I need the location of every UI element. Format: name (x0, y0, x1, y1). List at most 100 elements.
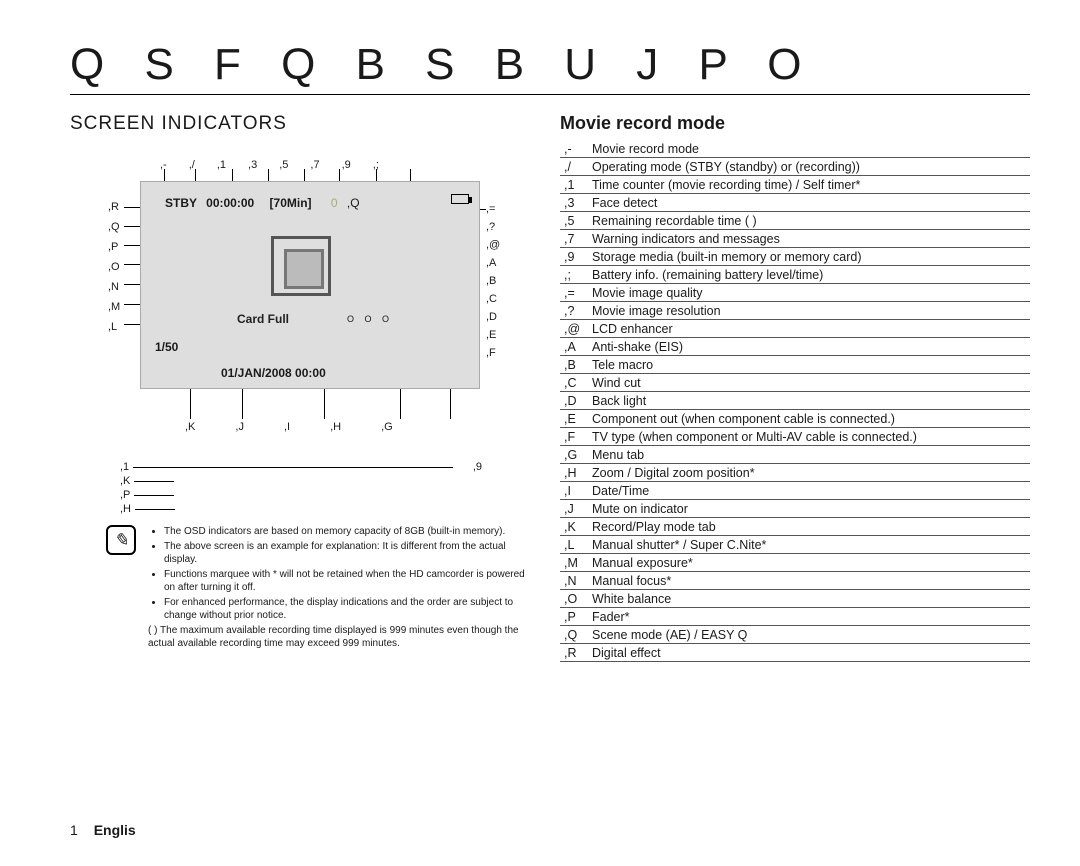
indicator-desc: Date/Time (588, 482, 1030, 500)
indicator-desc: Face detect (588, 194, 1030, 212)
table-row: ,/Operating mode (STBY (standby) or (rec… (560, 158, 1030, 176)
extra-label: ,H (120, 503, 131, 515)
indicator-desc: Manual exposure* (588, 554, 1030, 572)
right-label: ,D (486, 311, 500, 323)
right-label: ,@ (486, 239, 500, 251)
indicator-key: ,9 (560, 248, 588, 266)
mode-heading: Movie record mode (560, 113, 1030, 134)
tick (190, 389, 191, 419)
indicator-key: ,= (560, 284, 588, 302)
tick (450, 389, 451, 419)
indicator-desc: Operating mode (STBY (standby) or (recor… (588, 158, 1030, 176)
table-row: ,-Movie record mode (560, 140, 1030, 158)
table-row: ,AAnti-shake (EIS) (560, 338, 1030, 356)
notes-block: ✎ The OSD indicators are based on memory… (70, 525, 530, 652)
table-row: ,GMenu tab (560, 446, 1030, 464)
top-label: ,5 (279, 159, 288, 171)
indicator-key: ,O (560, 590, 588, 608)
note-icon: ✎ (106, 525, 136, 555)
stby-text: STBY (165, 196, 197, 210)
tick (124, 226, 140, 227)
tick (268, 169, 269, 181)
indicator-key: ,R (560, 644, 588, 662)
indicator-desc: Wind cut (588, 374, 1030, 392)
top-misc: 0 (331, 196, 338, 210)
indicator-key: ,F (560, 428, 588, 446)
bottom-label: ,K (185, 421, 195, 433)
page-title: Q S F Q B S B U J P O (70, 40, 1030, 90)
bottom-label: ,I (284, 421, 290, 433)
table-row: ,FTV type (when component or Multi-AV ca… (560, 428, 1030, 446)
card-full-text: Card Full (237, 312, 289, 326)
left-label: ,P (108, 241, 120, 253)
indicator-desc: Movie image resolution (588, 302, 1030, 320)
left-label: ,R (108, 201, 120, 213)
left-label: ,Q (108, 221, 120, 233)
tick (304, 169, 305, 181)
tick (124, 284, 140, 285)
table-row: ,PFader* (560, 608, 1030, 626)
shutter-text: 1/50 (155, 340, 178, 354)
right-label: ,? (486, 221, 500, 233)
indicator-key: ,N (560, 572, 588, 590)
indicator-key: ,J (560, 500, 588, 518)
indicator-key: ,@ (560, 320, 588, 338)
table-row: ,=Movie image quality (560, 284, 1030, 302)
diagram-top-labels: ,- ,/ ,1 ,3 ,5 ,7 ,9 ,; (160, 159, 480, 171)
tick (124, 324, 140, 325)
indicator-desc: Menu tab (588, 446, 1030, 464)
tick (480, 209, 486, 210)
indicator-desc: Fader* (588, 608, 1030, 626)
indicator-key: ,D (560, 392, 588, 410)
indicator-desc: Component out (when component cable is c… (588, 410, 1030, 428)
table-row: ,EComponent out (when component cable is… (560, 410, 1030, 428)
page-language: Englis (94, 822, 136, 838)
note-item: ( ) The maximum available recording time… (148, 624, 530, 650)
table-row: ,HZoom / Digital zoom position* (560, 464, 1030, 482)
tick (339, 169, 340, 181)
table-row: ,MManual exposure* (560, 554, 1030, 572)
diagram-left-labels: ,R ,Q ,P ,O ,N ,M ,L (108, 201, 120, 333)
table-row: ,7Warning indicators and messages (560, 230, 1030, 248)
tick (376, 169, 377, 181)
title-rule (70, 94, 1030, 95)
indicator-desc: TV type (when component or Multi-AV cabl… (588, 428, 1030, 446)
table-row: ,IDate/Time (560, 482, 1030, 500)
table-row: ,NManual focus* (560, 572, 1030, 590)
table-row: ,RDigital effect (560, 644, 1030, 662)
table-row: ,KRecord/Play mode tab (560, 518, 1030, 536)
left-label: ,O (108, 261, 120, 273)
indicator-key: ,G (560, 446, 588, 464)
tick (195, 169, 196, 181)
indicator-desc: Battery info. (remaining battery level/t… (588, 266, 1030, 284)
top-label: ,/ (189, 159, 195, 171)
tick (400, 389, 401, 419)
table-row: ,OWhite balance (560, 590, 1030, 608)
screen-diagram: ,- ,/ ,1 ,3 ,5 ,7 ,9 ,; ,R ,Q ,P (80, 151, 510, 451)
diagram-extra-labels: ,1,9 ,K ,P ,H (120, 461, 530, 515)
indicator-desc: Record/Play mode tab (588, 518, 1030, 536)
left-label: ,M (108, 301, 120, 313)
indicator-desc: Mute on indicator (588, 500, 1030, 518)
right-label: ,= (486, 203, 500, 215)
note-item: The OSD indicators are based on memory c… (164, 525, 530, 538)
right-label: ,F (486, 347, 500, 359)
top-label: ,1 (217, 159, 226, 171)
table-row: ,3Face detect (560, 194, 1030, 212)
table-row: ,?Movie image resolution (560, 302, 1030, 320)
page-footer: 1 Englis (70, 822, 136, 838)
table-row: ,5Remaining recordable time ( ) (560, 212, 1030, 230)
table-row: ,1Time counter (movie recording time) / … (560, 176, 1030, 194)
left-label: ,L (108, 321, 120, 333)
right-label: ,B (486, 275, 500, 287)
tick (242, 389, 243, 419)
indicator-key: ,? (560, 302, 588, 320)
table-row: ,JMute on indicator (560, 500, 1030, 518)
note-item: For enhanced performance, the display in… (164, 596, 530, 622)
indicator-table: ,-Movie record mode,/Operating mode (STB… (560, 140, 1030, 662)
indicator-desc: Manual focus* (588, 572, 1030, 590)
table-row: ,DBack light (560, 392, 1030, 410)
table-row: ,QScene mode (AE) / EASY Q (560, 626, 1030, 644)
table-row: ,9Storage media (built-in memory or memo… (560, 248, 1030, 266)
indicator-desc: Movie image quality (588, 284, 1030, 302)
